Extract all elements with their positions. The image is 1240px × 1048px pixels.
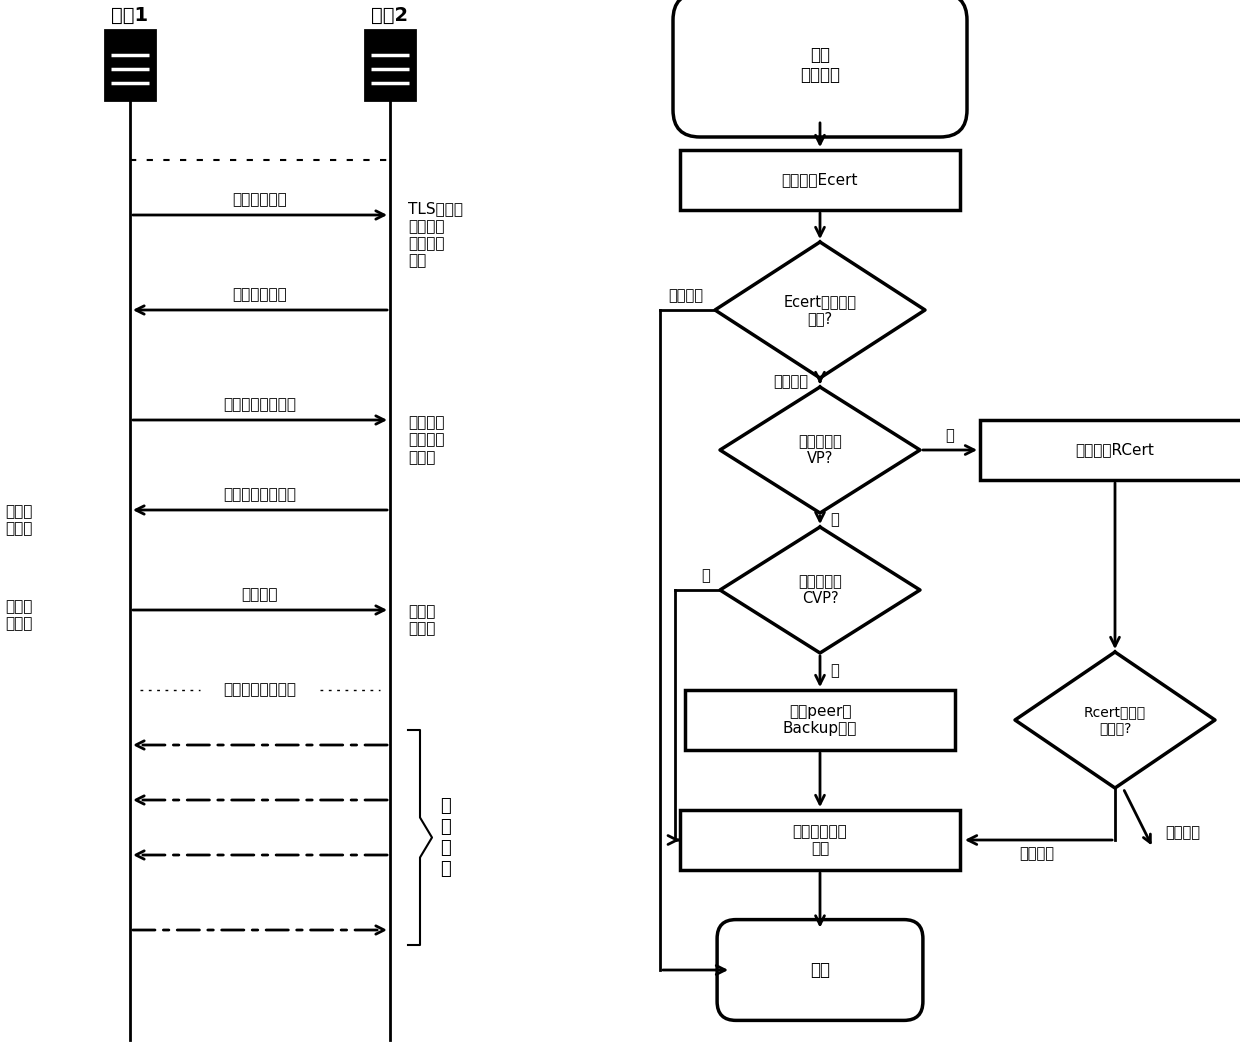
Text: 验证通过: 验证通过 (242, 587, 278, 602)
Text: 对端是否为
VP?: 对端是否为 VP? (799, 434, 842, 466)
Text: 验证对端Ecert: 验证对端Ecert (781, 173, 858, 188)
Text: 验证对端RCert: 验证对端RCert (1075, 442, 1154, 458)
Polygon shape (720, 387, 920, 514)
Text: Rcert验证是
否通过?: Rcert验证是 否通过? (1084, 705, 1146, 735)
Text: 响应连接请求: 响应连接请求 (233, 287, 288, 302)
Text: 验证通过: 验证通过 (1019, 847, 1054, 861)
Bar (105, 30, 155, 100)
Text: 生成对
称密钥: 生成对 称密钥 (408, 604, 435, 636)
Text: 发送身份认证信息: 发送身份认证信息 (223, 397, 296, 412)
Text: TLS连接建
立，准备
进行身份
认证: TLS连接建 立，准备 进行身份 认证 (408, 201, 463, 268)
Bar (365, 30, 415, 100)
Text: 开始
身份认证: 开始 身份认证 (800, 46, 839, 85)
Text: 发送身份认证信息: 发送身份认证信息 (223, 487, 296, 502)
Text: 对端是否为
CVP?: 对端是否为 CVP? (799, 574, 842, 606)
Bar (680, 150, 960, 210)
Bar (680, 810, 960, 870)
Text: 验证通过: 验证通过 (773, 374, 808, 390)
Text: 是: 是 (830, 663, 838, 678)
FancyBboxPatch shape (673, 0, 967, 137)
Bar (980, 420, 1240, 480)
Text: 节点1: 节点1 (112, 6, 149, 25)
Text: 结束: 结束 (810, 961, 830, 979)
Text: 否: 否 (702, 568, 711, 584)
Text: Ecert验证是否
通过?: Ecert验证是否 通过? (784, 293, 857, 326)
Text: 否: 否 (830, 512, 838, 527)
Text: 是: 是 (946, 429, 955, 443)
Bar (684, 690, 955, 750)
Text: 给该peer做
Backup标记: 给该peer做 Backup标记 (782, 704, 857, 736)
Text: 发起连接请求: 发起连接请求 (233, 192, 288, 208)
Text: 加
密
通
信: 加 密 通 信 (440, 798, 451, 878)
Text: 验证失败: 验证失败 (1166, 826, 1200, 840)
Text: 验证对
方身份: 验证对 方身份 (5, 504, 32, 537)
Polygon shape (720, 527, 920, 653)
Text: 验证对方
身份，验
证通过: 验证对方 身份，验 证通过 (408, 415, 444, 465)
Polygon shape (1016, 652, 1215, 788)
Text: 生成对
称密钥: 生成对 称密钥 (5, 598, 32, 631)
Text: 加密通信连接建立: 加密通信连接建立 (223, 682, 296, 698)
FancyBboxPatch shape (717, 919, 923, 1021)
Text: 建立加密通信
连接: 建立加密通信 连接 (792, 824, 847, 856)
Text: 节点2: 节点2 (372, 6, 408, 25)
Polygon shape (715, 242, 925, 378)
Text: 验证失败: 验证失败 (668, 288, 703, 304)
